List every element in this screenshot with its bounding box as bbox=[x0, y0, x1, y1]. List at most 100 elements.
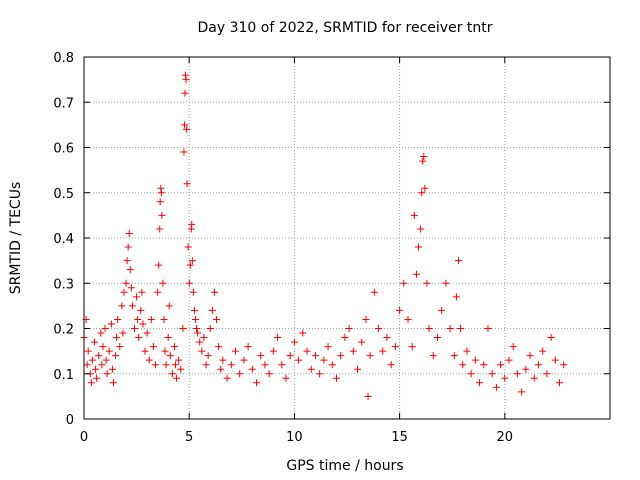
data-point bbox=[84, 347, 92, 355]
data-point bbox=[143, 329, 151, 337]
data-point bbox=[282, 374, 290, 382]
data-point bbox=[180, 148, 188, 156]
data-point bbox=[138, 288, 146, 296]
data-point bbox=[184, 243, 192, 251]
data-point bbox=[420, 153, 428, 161]
data-point bbox=[181, 71, 189, 79]
data-point bbox=[419, 157, 427, 165]
data-point bbox=[522, 365, 530, 373]
data-point bbox=[467, 370, 475, 378]
x-tick-label: 10 bbox=[286, 430, 303, 445]
data-point bbox=[186, 261, 194, 269]
data-point bbox=[105, 347, 113, 355]
y-axis-label: SRMTID / TECUs bbox=[8, 182, 24, 295]
data-point bbox=[194, 329, 202, 337]
data-point bbox=[98, 361, 106, 369]
data-point bbox=[83, 361, 91, 369]
data-point bbox=[157, 189, 165, 197]
data-point bbox=[223, 374, 231, 382]
data-point bbox=[366, 352, 374, 360]
data-point bbox=[457, 325, 465, 332]
data-point bbox=[370, 288, 378, 296]
data-point bbox=[324, 343, 332, 351]
data-point bbox=[102, 356, 110, 364]
x-tick-label: 5 bbox=[185, 430, 193, 445]
data-point bbox=[387, 361, 395, 369]
data-point bbox=[162, 361, 170, 369]
data-point bbox=[459, 361, 467, 369]
data-point bbox=[175, 356, 183, 364]
data-point bbox=[425, 325, 433, 332]
x-axis-label: GPS time / hours bbox=[286, 458, 403, 474]
data-point bbox=[185, 279, 193, 287]
data-point bbox=[91, 338, 99, 346]
x-tick-labels: 0 5 10 15 20 bbox=[80, 430, 513, 445]
x-tick-label: 15 bbox=[391, 430, 408, 445]
data-point bbox=[354, 365, 362, 373]
data-point bbox=[208, 306, 216, 314]
data-point bbox=[172, 361, 180, 369]
data-point bbox=[539, 347, 547, 355]
data-point bbox=[278, 361, 286, 369]
data-point bbox=[556, 379, 564, 387]
data-point bbox=[337, 352, 345, 360]
data-point bbox=[299, 329, 307, 337]
data-point bbox=[274, 334, 282, 342]
data-point bbox=[417, 225, 425, 233]
data-point bbox=[193, 325, 201, 332]
data-point bbox=[316, 370, 324, 378]
data-point bbox=[109, 379, 117, 387]
data-point bbox=[400, 279, 408, 287]
data-point bbox=[217, 365, 225, 373]
data-point bbox=[534, 361, 542, 369]
data-point bbox=[155, 261, 163, 269]
data-point bbox=[149, 343, 157, 351]
data-point bbox=[168, 370, 176, 378]
data-point bbox=[179, 325, 187, 332]
data-point bbox=[488, 370, 496, 378]
data-point bbox=[189, 288, 197, 296]
data-point bbox=[196, 338, 204, 346]
data-point bbox=[257, 352, 265, 360]
data-point bbox=[253, 379, 261, 387]
data-point bbox=[192, 315, 200, 323]
data-point bbox=[311, 352, 319, 360]
data-point bbox=[103, 370, 111, 378]
data-point bbox=[114, 315, 122, 323]
data-point bbox=[156, 225, 164, 233]
data-point bbox=[446, 325, 454, 332]
data-point bbox=[286, 352, 294, 360]
data-point bbox=[165, 302, 173, 310]
data-point bbox=[513, 370, 521, 378]
data-point bbox=[93, 374, 101, 382]
data-point bbox=[152, 361, 160, 369]
data-point bbox=[166, 352, 174, 360]
data-point bbox=[452, 293, 460, 301]
data-point bbox=[147, 315, 155, 323]
data-point bbox=[101, 325, 109, 332]
data-point bbox=[116, 343, 124, 351]
data-point bbox=[213, 315, 221, 323]
data-point bbox=[183, 180, 191, 188]
data-point bbox=[307, 365, 315, 373]
data-point bbox=[164, 334, 172, 342]
data-point bbox=[362, 315, 370, 323]
data-point bbox=[118, 302, 126, 310]
data-point bbox=[429, 352, 437, 360]
data-point bbox=[198, 347, 206, 355]
data-point bbox=[133, 293, 141, 301]
y-tick-label: 0.8 bbox=[53, 51, 74, 66]
data-point bbox=[261, 361, 269, 369]
data-point bbox=[215, 343, 223, 351]
data-point bbox=[404, 315, 412, 323]
data-point bbox=[320, 356, 328, 364]
data-point bbox=[119, 329, 127, 337]
data-point bbox=[551, 356, 559, 364]
data-point bbox=[112, 352, 120, 360]
data-point bbox=[125, 229, 133, 237]
data-point bbox=[128, 302, 136, 310]
data-point bbox=[188, 220, 196, 228]
data-point bbox=[518, 388, 526, 396]
data-point bbox=[423, 279, 431, 287]
data-point bbox=[157, 184, 165, 192]
